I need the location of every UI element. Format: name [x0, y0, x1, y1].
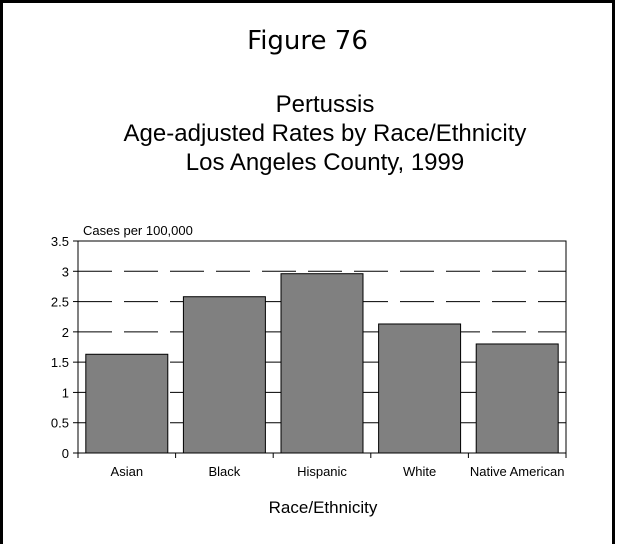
y-tick-label: 2.5 [51, 295, 69, 310]
x-tick-label: Asian [111, 464, 144, 479]
chart-title: Pertussis Age-adjusted Rates by Race/Eth… [0, 90, 619, 177]
y-tick-label: 1.5 [51, 355, 69, 370]
bar-native-american [475, 343, 559, 454]
chart-title-line-3: Los Angeles County, 1999 [185, 149, 465, 176]
y-tick-label: 0 [62, 446, 69, 461]
bar-black [182, 296, 266, 454]
x-tick-label: Native American [470, 464, 565, 479]
bar-hispanic [280, 273, 364, 454]
y-tick-label: 1 [62, 385, 69, 400]
y-tick-label: 0.5 [51, 416, 69, 431]
bar-asian [85, 353, 169, 454]
bar-white [378, 323, 462, 454]
y-tick-label: 2 [62, 325, 69, 340]
plot-area: 0 0.5 1 1.5 2 2.5 3 3.5 Asian Black Hispanic White N… [51, 234, 567, 479]
y-axis-label: Cases per 100,000 [83, 223, 193, 238]
y-tick-label: 3 [62, 264, 69, 279]
chart-title-line-2: Age-adjusted Rates by Race/Ethnicity [123, 120, 527, 147]
y-tick-label: 3.5 [51, 234, 69, 249]
x-tick-label: White [403, 464, 436, 479]
figure-label: Figure 76 [247, 26, 368, 56]
x-axis-label: Race/Ethnicity [269, 498, 378, 517]
x-tick-label: Hispanic [297, 464, 347, 479]
x-tick-label: Black [209, 464, 241, 479]
chart-title-line-1: Pertussis [275, 91, 375, 118]
